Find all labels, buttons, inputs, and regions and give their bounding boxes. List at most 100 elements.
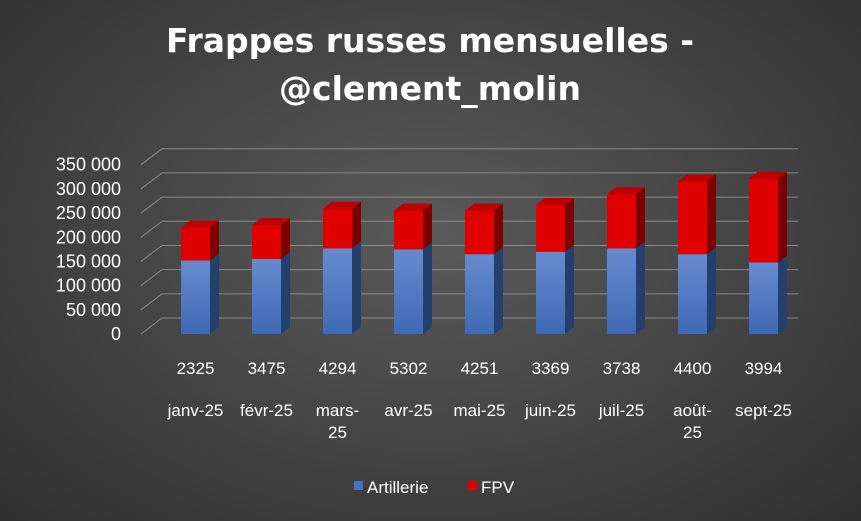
x-tick-sublabel: juil-25: [598, 401, 644, 420]
x-tick-label: 3369: [532, 359, 570, 378]
x-tick-label: 4294: [319, 359, 357, 378]
bar-front-face: [323, 208, 352, 249]
x-tick-sublabel: 25: [683, 423, 702, 442]
bar-front-face: [252, 225, 281, 260]
bar-side-face: [565, 244, 574, 334]
bar-fpv: [749, 171, 787, 263]
bar-side-face: [636, 187, 645, 249]
bar-side-face: [352, 241, 361, 334]
x-axis-ticks: 2325 janv-25 3475 févr-25 4294 mars- 25 5302 avr…: [167, 359, 792, 442]
bar-top-face: [252, 218, 290, 226]
bar-side-face: [707, 174, 716, 255]
bar-front-face: [749, 262, 778, 334]
bar-artillerie: [465, 247, 503, 334]
x-tick-sublabel: 25: [328, 423, 347, 442]
bar-fpv: [607, 187, 645, 249]
x-tick-sublabel: sept-25: [735, 401, 792, 420]
y-axis-ticks: 0 50 000 100 000 150 000 200 000 250 000 300 0…: [56, 155, 121, 344]
bar-side-face: [494, 203, 503, 255]
bar-artillerie: [394, 242, 432, 334]
chart-title-line-2: @clement_molin: [279, 69, 581, 108]
bar-front-face: [607, 248, 636, 334]
bar-fpv: [252, 218, 290, 260]
gridline-depth: [140, 245, 163, 262]
bar-fpv: [394, 203, 432, 250]
bar-side-face: [707, 247, 716, 334]
bar-stack: [607, 187, 645, 334]
x-tick-label: 3738: [603, 359, 641, 378]
legend-swatch: [468, 481, 477, 490]
bar-side-face: [565, 197, 574, 252]
x-tick-sublabel: mars-: [316, 401, 359, 420]
bar-artillerie: [252, 252, 290, 334]
x-tick-label: 4400: [674, 359, 712, 378]
x-tick-label: 5302: [390, 359, 428, 378]
bar-fpv: [536, 197, 574, 252]
bar-top-face: [536, 197, 574, 205]
x-tick-label: 4251: [461, 359, 499, 378]
bar-front-face: [678, 181, 707, 255]
gridline-depth: [140, 293, 163, 311]
bar-front-face: [323, 248, 352, 334]
bar-top-face: [465, 203, 503, 211]
bar-stack: [323, 201, 361, 334]
bar-front-face: [394, 210, 423, 250]
bar-side-face: [778, 255, 787, 334]
bar-stack: [394, 203, 432, 334]
bar-side-face: [494, 247, 503, 334]
x-tick-label: 2325: [177, 359, 215, 378]
bar-artillerie: [607, 241, 645, 334]
bar-front-face: [749, 178, 778, 263]
bar-front-face: [536, 204, 565, 252]
bar-artillerie: [536, 244, 574, 334]
bar-front-face: [536, 251, 565, 334]
bar-top-face: [607, 187, 645, 195]
bar-front-face: [181, 227, 210, 261]
bar-artillerie: [678, 247, 716, 334]
bars: [181, 171, 787, 334]
x-tick-sublabel: août-: [673, 401, 712, 420]
bar-fpv: [678, 174, 716, 255]
y-tick-label: 0: [111, 324, 121, 344]
bar-front-face: [607, 194, 636, 249]
y-tick-label: 350 000: [56, 155, 121, 175]
bar-fpv: [323, 201, 361, 249]
bar-side-face: [281, 218, 290, 260]
chart-title-line-1: Frappes russes mensuelles -: [166, 21, 694, 60]
bar-front-face: [181, 260, 210, 334]
bar-stack: [252, 218, 290, 334]
gridline-depth: [140, 196, 163, 214]
bar-side-face: [423, 242, 432, 334]
y-tick-label: 150 000: [56, 251, 121, 271]
x-tick-sublabel: avr-25: [384, 401, 432, 420]
bar-top-face: [678, 174, 716, 182]
bar-stack: [678, 174, 716, 334]
bar-front-face: [465, 254, 494, 334]
bar-side-face: [352, 201, 361, 249]
x-tick-sublabel: mai-25: [454, 401, 506, 420]
y-tick-label: 300 000: [56, 179, 121, 199]
y-tick-label: 50 000: [66, 300, 121, 320]
bar-top-face: [394, 203, 432, 211]
gridline-depth: [140, 317, 163, 335]
legend-swatch: [354, 481, 363, 490]
gridline-depth: [140, 172, 163, 190]
bar-stack: [181, 220, 219, 334]
legend-item-artillerie: Artillerie: [354, 478, 428, 497]
legend-label: Artillerie: [367, 478, 428, 497]
y-tick-label: 100 000: [56, 276, 121, 296]
legend: Artillerie FPV: [354, 478, 515, 497]
bar-artillerie: [323, 241, 361, 334]
bar-artillerie: [749, 255, 787, 334]
bar-side-face: [423, 203, 432, 250]
bar-top-face: [323, 201, 361, 209]
x-tick-label: 3994: [745, 359, 783, 378]
bar-side-face: [778, 171, 787, 263]
gridline-depth: [140, 220, 163, 238]
y-tick-label: 200 000: [56, 227, 121, 247]
bar-front-face: [394, 249, 423, 334]
bar-front-face: [252, 259, 281, 334]
bar-front-face: [465, 210, 494, 255]
bar-fpv: [181, 220, 219, 261]
